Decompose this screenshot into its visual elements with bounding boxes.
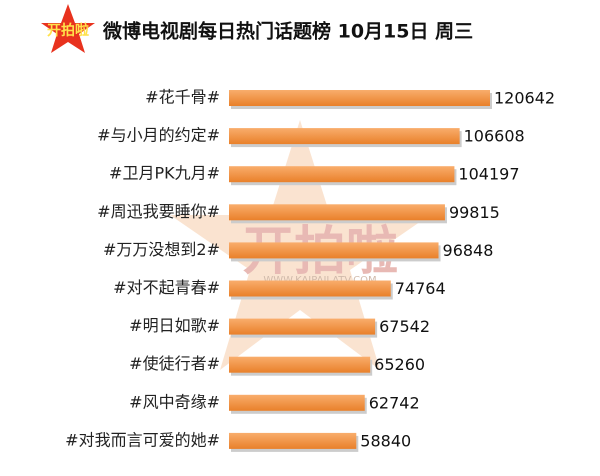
value-label: 120642 bbox=[494, 89, 555, 108]
category-label: #花千骨# bbox=[145, 88, 220, 107]
bar bbox=[229, 90, 490, 106]
category-label: #与小月的约定# bbox=[97, 126, 220, 145]
bar bbox=[229, 280, 391, 297]
logo: 开拍啦 bbox=[41, 4, 95, 53]
logo-star bbox=[41, 4, 95, 53]
category-label: #明日如歌# bbox=[129, 316, 220, 335]
category-label: #对我而言可爱的她# bbox=[65, 430, 220, 449]
bar bbox=[229, 432, 357, 449]
category-label: #对不起青春# bbox=[113, 278, 220, 297]
value-label: 65260 bbox=[374, 355, 425, 374]
category-label: #万万没想到2# bbox=[103, 240, 220, 259]
category-label: #卫月PK九月# bbox=[109, 164, 220, 183]
bar bbox=[229, 356, 371, 373]
category-label: #风中奇缘# bbox=[129, 392, 220, 411]
bar bbox=[229, 242, 439, 259]
value-label: 67542 bbox=[379, 317, 430, 336]
bar bbox=[229, 166, 455, 183]
bar bbox=[229, 204, 445, 221]
value-label: 99815 bbox=[449, 203, 500, 222]
bar bbox=[229, 128, 460, 145]
value-label: 58840 bbox=[360, 431, 411, 450]
bar bbox=[229, 394, 365, 411]
category-label: #使徒行者# bbox=[129, 354, 220, 373]
value-label: 104197 bbox=[458, 165, 519, 184]
value-label: 62742 bbox=[369, 393, 420, 412]
value-label: 96848 bbox=[443, 241, 494, 260]
value-label: 106608 bbox=[464, 127, 525, 146]
logo-text: 开拍啦 bbox=[47, 22, 89, 39]
category-label: #周迅我要睡你# bbox=[97, 202, 220, 221]
bar bbox=[229, 318, 376, 335]
value-label: 74764 bbox=[395, 279, 446, 298]
chart-title: 微博电视剧每日热门话题榜 10月15日 周三 bbox=[102, 20, 473, 43]
